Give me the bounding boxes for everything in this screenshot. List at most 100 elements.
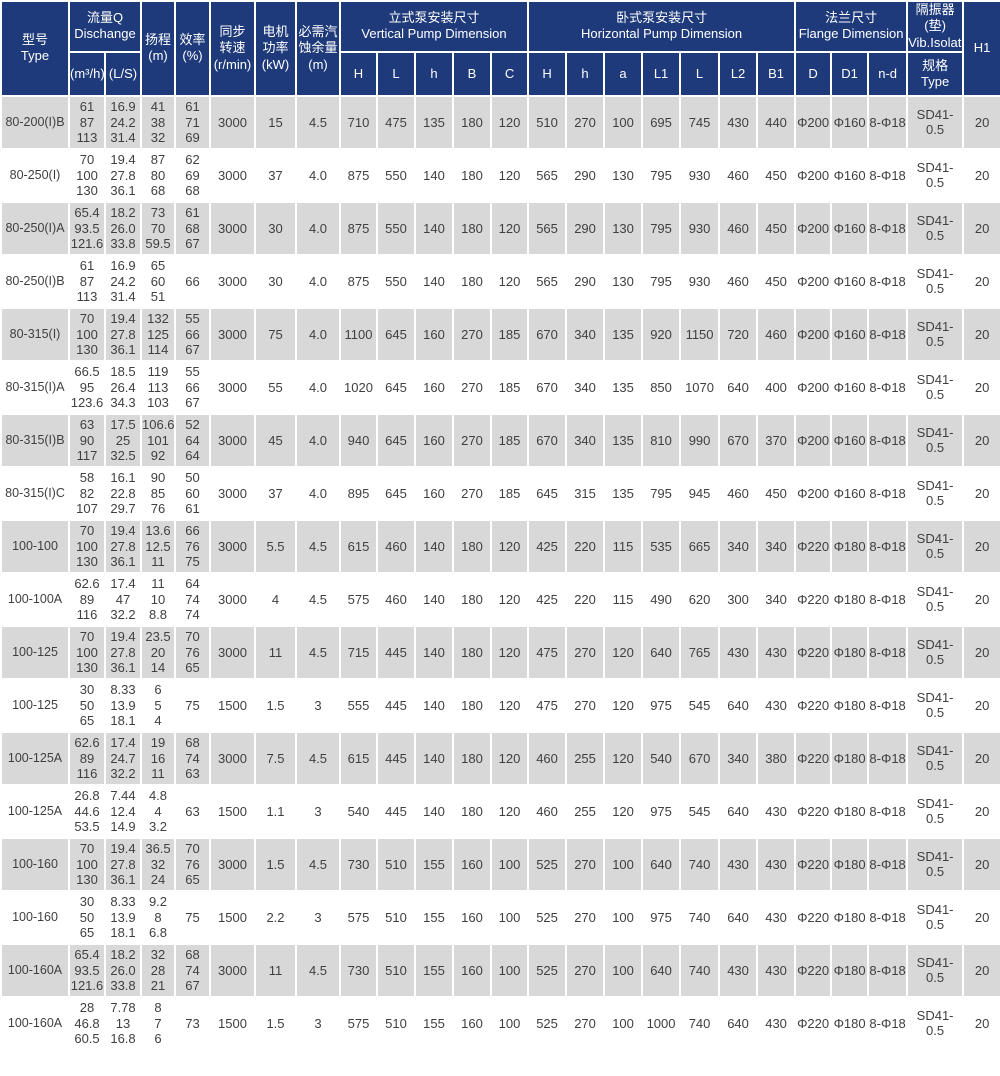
cell-v-B: 160 xyxy=(452,889,492,945)
col-header-v-C: C xyxy=(489,50,530,97)
col-header-h-B1: B1 xyxy=(756,50,797,97)
cell-h-L1: 540 xyxy=(641,730,682,786)
cell-pump-type: 80-250(I)A xyxy=(0,200,70,256)
cell-h-L1: 920 xyxy=(641,306,682,362)
cell-h1: 20 xyxy=(962,412,1000,468)
col-header-isolator-group: 隔振器 (垫) Vib.Isolator xyxy=(906,0,965,53)
cell-npsh: 4.5 xyxy=(295,836,341,892)
cell-h-L2: 430 xyxy=(718,624,759,680)
cell-head-m: 9.2 8 6.8 xyxy=(140,889,176,945)
cell-npsh: 3 xyxy=(295,783,341,839)
cell-discharge-ls: 8.33 13.9 18.1 xyxy=(104,677,142,733)
cell-h1: 20 xyxy=(962,836,1000,892)
cell-h-h: 255 xyxy=(565,783,606,839)
col-header-h-a: a xyxy=(603,50,644,97)
cell-discharge-ls: 7.44 12.4 14.9 xyxy=(104,783,142,839)
cell-isolator-type: SD41-0.5 xyxy=(906,253,965,309)
cell-h-H: 670 xyxy=(527,306,568,362)
cell-speed: 3000 xyxy=(209,147,256,203)
cell-discharge-m3h: 65.4 93.5 121.6 xyxy=(68,200,106,256)
cell-v-L: 510 xyxy=(376,942,416,998)
cell-h1: 20 xyxy=(962,677,1000,733)
cell-motor-power: 30 xyxy=(254,253,297,309)
col-header-v-B: B xyxy=(452,50,492,97)
cell-head-m: 106.6 101 92 xyxy=(140,412,176,468)
cell-pump-type: 100-125A xyxy=(0,730,70,786)
col-header-h-L1: L1 xyxy=(641,50,682,97)
cell-h-B1: 430 xyxy=(756,677,797,733)
table-row: 100-160 70 100 130 19.4 27.8 36.1 36.5 32 2… xyxy=(0,836,1000,892)
cell-motor-power: 15 xyxy=(254,94,297,150)
cell-h-B1: 380 xyxy=(756,730,797,786)
cell-h-a: 100 xyxy=(603,836,644,892)
cell-flange-D1: Φ160 xyxy=(830,359,870,415)
cell-pump-type: 80-315(I) xyxy=(0,306,70,362)
cell-isolator-type: SD41-0.5 xyxy=(906,412,965,468)
cell-h-L2: 640 xyxy=(718,359,759,415)
cell-flange-D1: Φ180 xyxy=(830,889,870,945)
cell-discharge-m3h: 30 50 65 xyxy=(68,889,106,945)
cell-head-m: 36.5 32 24 xyxy=(140,836,176,892)
cell-discharge-ls: 16.9 24.2 31.4 xyxy=(104,94,142,150)
cell-v-B: 180 xyxy=(452,94,492,150)
cell-head-m: 11 10 8.8 xyxy=(140,571,176,627)
cell-v-h: 155 xyxy=(414,942,454,998)
cell-efficiency: 55 66 67 xyxy=(174,359,211,415)
cell-npsh: 4.0 xyxy=(295,412,341,468)
cell-h-a: 120 xyxy=(603,730,644,786)
cell-speed: 1500 xyxy=(209,995,256,1051)
cell-motor-power: 2.2 xyxy=(254,889,297,945)
cell-h-H: 425 xyxy=(527,571,568,627)
cell-h-L: 745 xyxy=(679,94,721,150)
col-header-flange-D1: D1 xyxy=(830,50,870,97)
cell-v-H: 615 xyxy=(339,518,378,574)
cell-discharge-m3h: 70 100 130 xyxy=(68,306,106,362)
cell-motor-power: 4 xyxy=(254,571,297,627)
cell-npsh: 4.5 xyxy=(295,518,341,574)
cell-h-L: 765 xyxy=(679,624,721,680)
cell-v-C: 120 xyxy=(489,518,530,574)
cell-speed: 3000 xyxy=(209,306,256,362)
cell-head-m: 4.8 4 3.2 xyxy=(140,783,176,839)
cell-h1: 20 xyxy=(962,730,1000,786)
cell-discharge-ls: 19.4 27.8 36.1 xyxy=(104,306,142,362)
cell-head-m: 87 80 68 xyxy=(140,147,176,203)
cell-v-C: 120 xyxy=(489,624,530,680)
table-row: 100-160 30 50 65 8.33 13.9 18.1 9.2 8 6.8 75… xyxy=(0,889,1000,945)
col-header-v-h: h xyxy=(414,50,454,97)
cell-flange-nd: 8-Φ18 xyxy=(867,412,909,468)
cell-h-h: 270 xyxy=(565,942,606,998)
cell-h-h: 340 xyxy=(565,412,606,468)
cell-motor-power: 5.5 xyxy=(254,518,297,574)
cell-efficiency: 50 60 61 xyxy=(174,465,211,521)
cell-head-m: 13.6 12.5 11 xyxy=(140,518,176,574)
cell-h-L2: 460 xyxy=(718,147,759,203)
cell-h-B1: 460 xyxy=(756,306,797,362)
cell-flange-nd: 8-Φ18 xyxy=(867,995,909,1051)
cell-v-L: 445 xyxy=(376,730,416,786)
cell-v-H: 940 xyxy=(339,412,378,468)
cell-v-H: 615 xyxy=(339,730,378,786)
cell-v-B: 180 xyxy=(452,200,492,256)
cell-npsh: 4.0 xyxy=(295,253,341,309)
cell-discharge-ls: 17.4 47 32.2 xyxy=(104,571,142,627)
table-row: 100-160A 28 46.8 60.5 7.78 13 16.8 8 7 6 73 1… xyxy=(0,995,1000,1051)
cell-h-L: 740 xyxy=(679,942,721,998)
cell-isolator-type: SD41-0.5 xyxy=(906,677,965,733)
cell-discharge-ls: 7.78 13 16.8 xyxy=(104,995,142,1051)
cell-h-L1: 640 xyxy=(641,836,682,892)
cell-h-H: 670 xyxy=(527,412,568,468)
cell-speed: 3000 xyxy=(209,412,256,468)
cell-isolator-type: SD41-0.5 xyxy=(906,624,965,680)
cell-v-h: 155 xyxy=(414,889,454,945)
cell-v-C: 120 xyxy=(489,571,530,627)
cell-v-h: 160 xyxy=(414,412,454,468)
cell-v-C: 185 xyxy=(489,306,530,362)
cell-pump-type: 80-200(I)B xyxy=(0,94,70,150)
cell-discharge-m3h: 30 50 65 xyxy=(68,677,106,733)
cell-h-L2: 430 xyxy=(718,836,759,892)
cell-v-h: 140 xyxy=(414,730,454,786)
cell-h-h: 270 xyxy=(565,624,606,680)
cell-h-B1: 450 xyxy=(756,147,797,203)
